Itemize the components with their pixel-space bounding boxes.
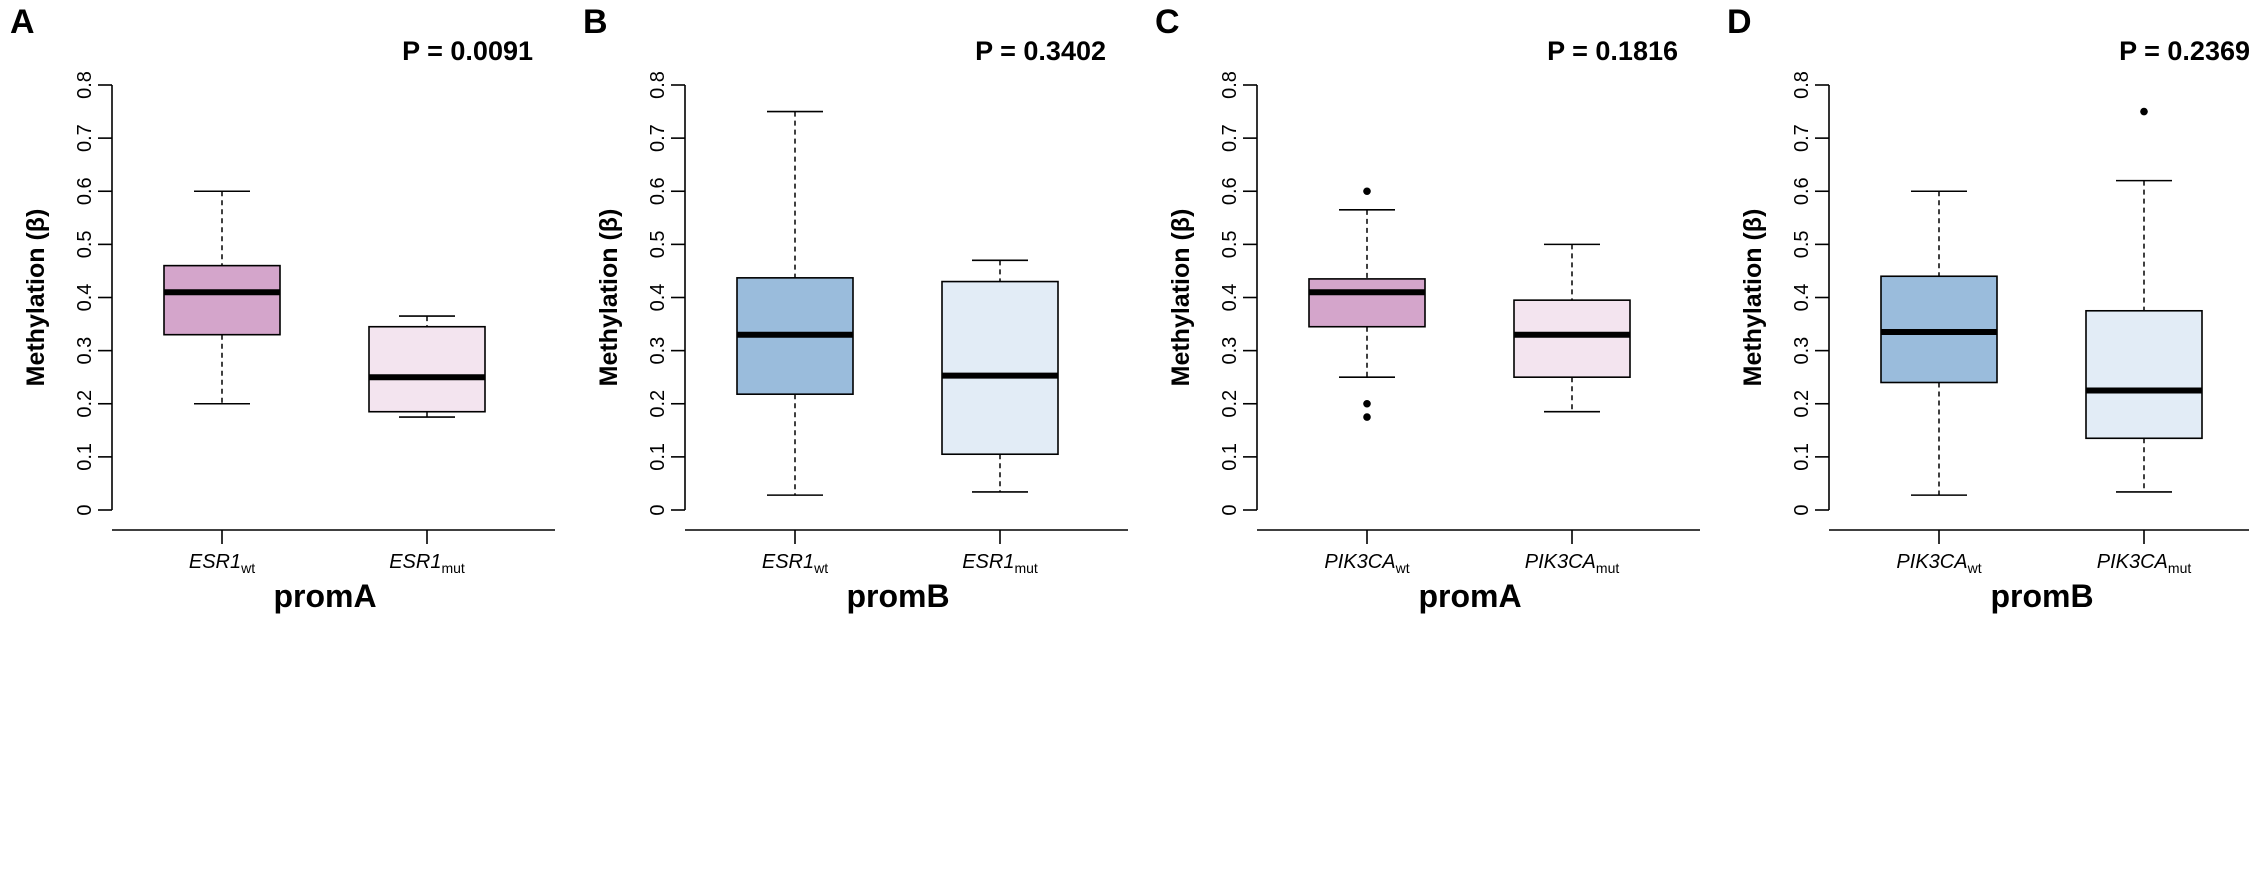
y-tick-label: 0.6 [1219,177,1241,205]
panel-letter: B [583,3,608,41]
y-tick-label: 0.7 [1219,124,1241,152]
y-tick-label: 0.1 [647,443,669,471]
iqr-box [1308,278,1426,328]
x-tick-label: PIK3CAmut [2097,551,2192,576]
x-axis-label: promA [273,578,376,614]
y-tick-label: 0.5 [74,230,96,258]
outlier-point [1363,187,1371,196]
box-wt [163,190,281,405]
box-mut [941,259,1059,493]
panel-letter: D [1727,3,1752,41]
y-tick-label: 0.4 [74,284,96,312]
gene-name: PIK3CA [1896,551,1967,573]
y-tick-label: 0.3 [74,337,96,365]
y-axis-label: Methylation (β) [595,209,623,387]
genotype-subscript: wt [813,560,828,576]
outlier-point [1363,399,1371,408]
y-tick-label: 0.6 [1791,177,1813,205]
outlier-point [2140,107,2148,116]
x-axis-label: promB [846,578,949,614]
y-tick-label: 0.4 [647,284,669,312]
y-tick-label: 0.7 [74,124,96,152]
x-axis-label: promA [1418,578,1521,614]
genotype-subscript: wt [1967,560,1982,576]
y-tick-label: 0 [647,504,669,515]
genotype-subscript: mut [441,560,464,576]
y-tick-label: 0.4 [1791,284,1813,312]
gene-name: PIK3CA [2097,551,2168,573]
y-tick-label: 0.7 [1791,124,1813,152]
box-wt [1308,187,1426,421]
y-tick-label: 0 [1219,504,1241,515]
iqr-box [941,280,1059,456]
p-value: P = 0.2369 [2119,36,2249,66]
y-tick-label: 0.8 [1219,71,1241,99]
box-mut [368,315,486,418]
y-tick-label: 0.2 [74,390,96,418]
x-tick-label: PIK3CAwt [1324,551,1409,576]
genotype-subscript: wt [1395,560,1410,576]
y-tick-label: 0.3 [647,337,669,365]
y-tick-label: 0.3 [1219,337,1241,365]
genotype-subscript: wt [240,560,255,576]
box-mut [2085,107,2203,493]
y-tick-label: 0.8 [1791,71,1813,99]
y-tick-label: 0.3 [1791,337,1813,365]
x-tick-label: ESR1mut [389,551,465,576]
y-tick-label: 0.8 [647,71,669,99]
box-wt [1880,190,1998,496]
iqr-box [163,264,281,336]
p-value: P = 0.3402 [975,36,1106,66]
gene-name: ESR1 [389,551,441,573]
y-tick-label: 0.8 [74,71,96,99]
y-axis-label: Methylation (β) [1739,209,1767,387]
panel-a: A P = 0.0091 0 0.1 0.2 0.3 0.4 0.5 0.6 0.7 0.8 Meth… [10,3,555,614]
y-tick-label: 0.1 [1219,443,1241,471]
y-tick-label: 0.2 [1219,390,1241,418]
y-tick-label: 0.6 [647,177,669,205]
y-tick-label: 0.1 [1791,443,1813,471]
y-tick-label: 0.6 [74,177,96,205]
y-tick-label: 0 [74,504,96,515]
iqr-box [368,325,486,413]
genotype-subscript: mut [1596,560,1619,576]
y-axis-label: Methylation (β) [1167,209,1195,387]
x-tick-label: ESR1wt [762,551,828,576]
gene-name: ESR1 [189,551,241,573]
p-value: P = 0.0091 [402,36,533,66]
panel-d: D P = 0.2369 0 0.1 0.2 0.3 0.4 0.5 0.6 0.7 0.8 Meth… [1727,3,2249,614]
x-tick-label: PIK3CAwt [1896,551,1981,576]
x-tick-label: ESR1wt [189,551,255,576]
panel-letter: A [10,3,35,41]
iqr-box [1513,299,1631,378]
box-mut [1513,243,1631,413]
panel-c: C P = 0.1816 0 0.1 0.2 0.3 0.4 0.5 0.6 0.7 0.8 Meth… [1155,3,1700,614]
iqr-box [2085,309,2203,440]
y-axis-label: Methylation (β) [22,209,50,387]
y-tick-label: 0.7 [647,124,669,152]
y-tick-label: 0.2 [647,390,669,418]
genotype-subscript: mut [1014,560,1037,576]
x-tick-label: PIK3CAmut [1525,551,1620,576]
gene-name: PIK3CA [1324,551,1395,573]
x-axis-label: promB [1990,578,2093,614]
y-tick-label: 0 [1791,504,1813,515]
gene-name: ESR1 [762,551,814,573]
y-tick-label: 0.5 [1791,230,1813,258]
gene-name: ESR1 [962,551,1014,573]
outlier-point [1363,413,1371,421]
box-wt [736,110,854,496]
y-tick-label: 0.1 [74,443,96,471]
y-tick-label: 0.5 [647,230,669,258]
panel-b: B P = 0.3402 0 0.1 0.2 0.3 0.4 0.5 0.6 0.7 0.8 Meth… [583,3,1128,614]
p-value: P = 0.1816 [1547,36,1678,66]
gene-name: PIK3CA [1525,551,1596,573]
y-tick-label: 0.4 [1219,284,1241,312]
genotype-subscript: mut [2168,560,2191,576]
panel-letter: C [1155,3,1180,41]
y-tick-label: 0.5 [1219,230,1241,258]
y-tick-label: 0.2 [1791,390,1813,418]
x-tick-label: ESR1mut [962,551,1038,576]
